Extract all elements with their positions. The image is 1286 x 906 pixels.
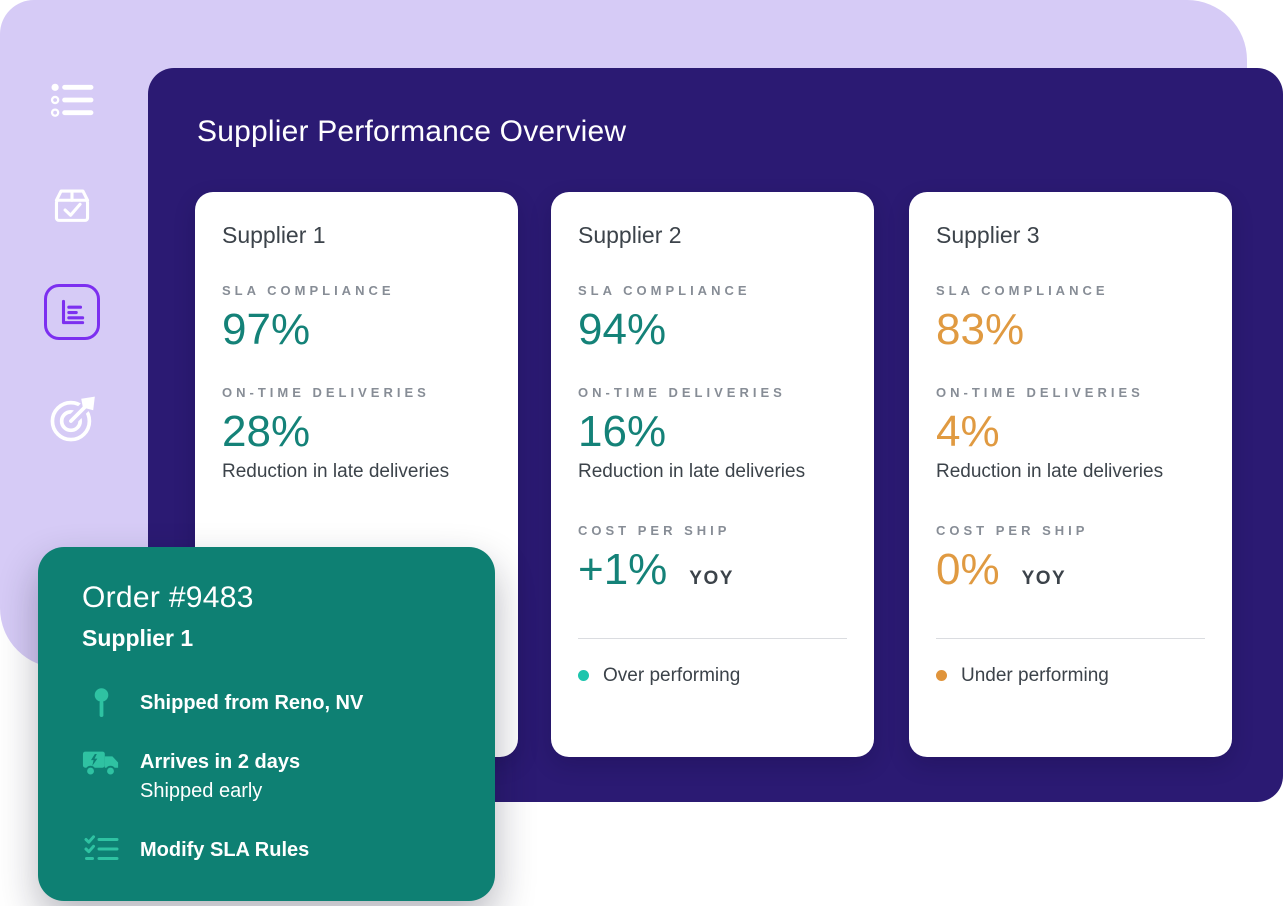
delivery-truck-icon [82, 747, 120, 779]
order-row-shipped-from: Shipped from Reno, NV [82, 688, 451, 719]
on-time-deliveries-caption: Reduction in late deliveries [578, 461, 806, 483]
modify-sla-text: Modify SLA Rules [140, 839, 310, 861]
target-icon [47, 395, 97, 445]
sla-compliance-value: 94% [578, 305, 667, 354]
cost-per-ship-value: 0% [936, 545, 1000, 595]
order-row-arrival: Arrives in 2 days Shipped early [82, 747, 451, 805]
supplier-card-2[interactable]: Supplier 2 SLA COMPLIANCE 94% ON-TIME DE… [551, 192, 874, 757]
on-time-deliveries-caption: Reduction in late deliveries [222, 461, 450, 483]
sla-compliance-label: SLA COMPLIANCE [222, 283, 395, 298]
shipped-from-text: Shipped from Reno, NV [140, 692, 364, 714]
on-time-deliveries-value: 4% [936, 407, 1000, 457]
order-supplier: Supplier 1 [82, 625, 194, 651]
checklist-icon [82, 835, 120, 863]
sla-compliance-label: SLA COMPLIANCE [578, 283, 751, 298]
list-icon [49, 81, 95, 119]
on-time-deliveries-label: ON-TIME DELIVERIES [936, 385, 1144, 401]
arrival-subtext: Shipped early [140, 780, 263, 802]
on-time-deliveries-caption: Reduction in late deliveries [936, 461, 1164, 483]
bar-chart-icon [55, 295, 89, 329]
sidebar-item-analytics[interactable] [44, 284, 100, 340]
status-label: Under performing [961, 664, 1109, 686]
status-dot [578, 670, 589, 682]
supplier-card-3[interactable]: Supplier 3 SLA COMPLIANCE 83% ON-TIME DE… [909, 192, 1232, 757]
cost-per-ship-value: +1% [578, 545, 668, 595]
cost-per-ship-label: COST PER SHIP [936, 523, 1089, 539]
cost-per-ship-suffix: YOY [689, 568, 734, 590]
on-time-deliveries-value: 28% [222, 407, 311, 457]
status-label: Over performing [603, 664, 741, 686]
order-number: Order #9483 [82, 581, 254, 614]
status-row: Over performing [578, 665, 847, 687]
sidebar-item-packages[interactable] [44, 178, 100, 234]
order-card[interactable]: Order #9483 Supplier 1 Shipped from Reno… [38, 547, 495, 901]
cost-per-ship-suffix: YOY [1021, 568, 1067, 590]
sla-compliance-label: SLA COMPLIANCE [936, 283, 1109, 298]
status-dot [936, 670, 947, 682]
divider [578, 637, 847, 639]
sidebar-item-goals[interactable] [44, 392, 100, 448]
location-pin-icon [82, 688, 120, 719]
supplier-name: Supplier 2 [578, 222, 682, 248]
page-title: Supplier Performance Overview [197, 115, 627, 148]
sla-compliance-value: 97% [222, 305, 311, 354]
cost-per-ship-label: COST PER SHIP [578, 523, 731, 539]
divider [936, 637, 1205, 639]
arrival-text: Arrives in 2 days [140, 751, 301, 773]
package-check-icon [49, 183, 95, 229]
on-time-deliveries-label: ON-TIME DELIVERIES [578, 385, 786, 401]
status-row: Under performing [936, 665, 1205, 687]
sidebar-item-list[interactable] [44, 72, 100, 128]
supplier-name: Supplier 1 [222, 222, 326, 248]
supplier-name: Supplier 3 [936, 222, 1040, 248]
on-time-deliveries-label: ON-TIME DELIVERIES [222, 385, 430, 401]
order-row-modify-sla[interactable]: Modify SLA Rules [82, 835, 451, 864]
on-time-deliveries-value: 16% [578, 407, 667, 457]
sidebar [0, 0, 148, 668]
sla-compliance-value: 83% [936, 305, 1025, 354]
